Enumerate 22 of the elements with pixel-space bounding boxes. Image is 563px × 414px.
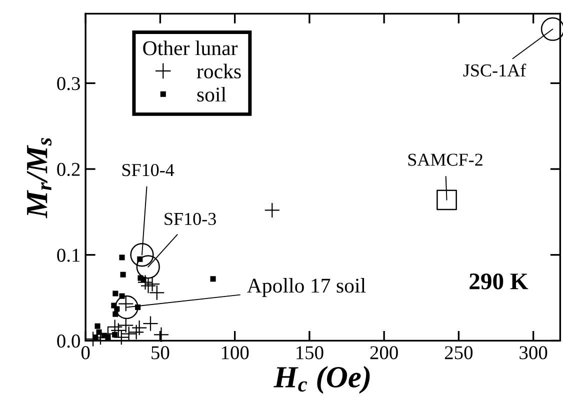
x-axis-title: H$_{c}$ (Oe) bbox=[274, 366, 370, 394]
x-tick-label: 150 bbox=[296, 346, 324, 360]
x-tick-label: 100 bbox=[222, 346, 249, 360]
annotation: JSC-1Af bbox=[463, 64, 526, 77]
annotation: Apollo 17 soil bbox=[247, 278, 366, 297]
y-tick-label: 0.0 bbox=[57, 334, 80, 348]
x-tick-label: 50 bbox=[152, 346, 170, 360]
x-tick-label: 200 bbox=[370, 346, 398, 360]
y-tick-label: 0.1 bbox=[57, 248, 80, 262]
x-tick-label: 250 bbox=[444, 346, 473, 360]
x-tick-label: 0 bbox=[81, 346, 90, 360]
annotation: SAMCF-2 bbox=[408, 154, 482, 166]
legend-title: Other lunar bbox=[143, 40, 238, 56]
legend-label: rocks bbox=[196, 64, 241, 78]
y-tick-label: 0.2 bbox=[57, 162, 80, 176]
legend-label: soil bbox=[197, 86, 226, 102]
annotation: 290 K bbox=[470, 273, 528, 290]
y-tick-label: 0.3 bbox=[57, 77, 80, 90]
annotation: SF10-3 bbox=[164, 212, 216, 226]
y-axis-title: M$_{r}$/M$_{s}$ bbox=[26, 138, 52, 218]
x-tick-label: 300 bbox=[520, 346, 548, 360]
annotation: SF10-4 bbox=[122, 164, 174, 176]
